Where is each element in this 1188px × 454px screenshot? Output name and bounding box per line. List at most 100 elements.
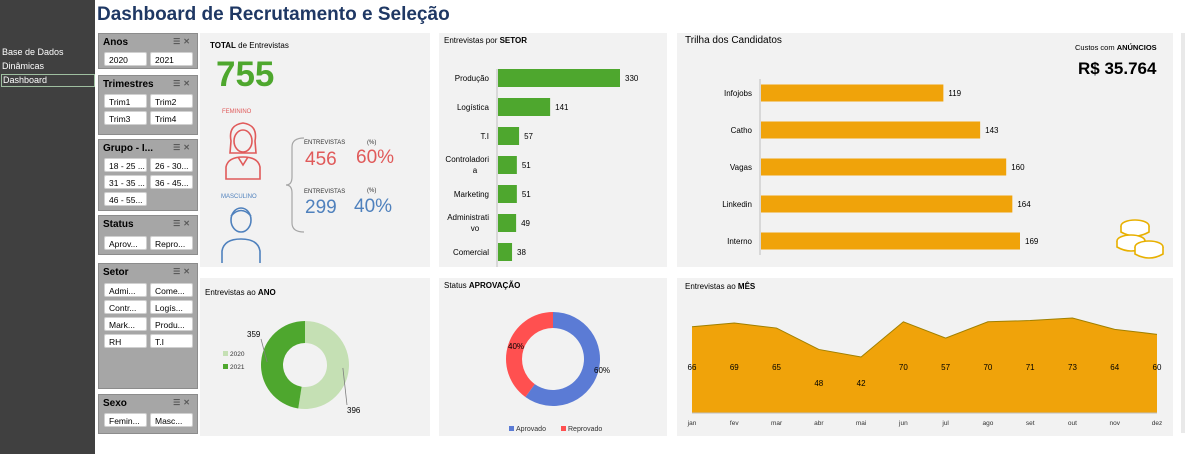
status-value-label: 40% <box>508 342 524 351</box>
slicer-item[interactable]: Repro... <box>150 236 193 250</box>
slicer-item[interactable]: 26 - 30... <box>150 158 193 172</box>
sector-category-label: Controladori <box>445 155 489 164</box>
slicer-item[interactable]: Produ... <box>150 317 193 331</box>
slicer-item[interactable]: RH <box>104 334 147 348</box>
slicer-item[interactable]: Femin... <box>104 413 147 427</box>
month-line <box>691 317 1158 358</box>
male-col-interviews: ENTREVISTAS <box>304 189 346 195</box>
candidate-value-label: 119 <box>948 89 961 98</box>
sector-category-label: Marketing <box>454 190 489 199</box>
candidate-bar <box>761 195 1013 213</box>
slicer-item[interactable]: Trim1 <box>104 94 147 108</box>
slicer-item[interactable]: 18 - 25 ... <box>104 158 147 172</box>
multiselect-clear-icons[interactable]: ☰✕ <box>173 79 193 88</box>
year-donut-slice <box>298 321 349 409</box>
female-col-pct: (%) <box>367 140 377 146</box>
candidate-category-label: Infojobs <box>724 89 752 98</box>
sector-value-label: 49 <box>521 219 530 228</box>
sector-category-label: Administrati <box>447 213 489 222</box>
year-card-title: Entrevistas ao ANO <box>205 288 276 297</box>
multiselect-clear-icons[interactable]: ☰✕ <box>173 37 193 46</box>
candidate-value-label: 169 <box>1025 237 1039 246</box>
nav-dinamicas[interactable]: Dinâmicas <box>2 61 45 71</box>
status-donut-slice <box>506 312 553 398</box>
status-card-title: Status APROVAÇÃO <box>444 281 521 290</box>
sector-value-label: 57 <box>524 132 533 141</box>
slicer-sexo-title: Sexo <box>103 398 127 409</box>
sector-category-label: a <box>473 166 478 175</box>
slicer-item[interactable]: Admi... <box>104 283 147 297</box>
legend-swatch <box>223 364 228 369</box>
month-value-label: 73 <box>1068 363 1077 372</box>
slicer-item[interactable]: 46 - 55... <box>104 192 147 206</box>
month-value-label: 48 <box>814 379 823 388</box>
male-pct: 40% <box>354 196 393 217</box>
sector-value-label: 38 <box>517 248 526 257</box>
slicer-item[interactable]: 2020 <box>104 52 147 66</box>
slicer-item[interactable]: Come... <box>150 283 193 297</box>
month-area-chart: 66 jan 69 fev 65 mar 48 abr 42 mai 70 jun 57 jul 70 ago… <box>687 317 1162 427</box>
male-icon <box>221 207 261 263</box>
sector-bar <box>498 243 513 261</box>
status-card: Status APROVAÇÃO 60% 40% Aprovado Reprovado <box>439 278 667 436</box>
slicer-item[interactable]: Mark... <box>104 317 147 331</box>
slicer-item[interactable]: Contr... <box>104 300 147 314</box>
year-value-label: 359 <box>247 330 261 339</box>
total-value: 755 <box>216 55 275 94</box>
slicer-item[interactable]: Trim3 <box>104 111 147 125</box>
sector-card-title: Entrevistas por SETOR <box>444 36 527 45</box>
month-value-label: 71 <box>1026 363 1035 372</box>
female-icon <box>225 122 261 180</box>
sector-category-label: Comercial <box>453 248 489 257</box>
sheet-navigation: Base de Dados Dinâmicas Dashboard <box>0 0 95 454</box>
slicer-item[interactable]: Trim2 <box>150 94 193 108</box>
slicer-item[interactable]: T.I <box>150 334 193 348</box>
slicer-item[interactable]: Aprov... <box>104 236 147 250</box>
year-donut-chart: 396 359 2020 2021 <box>223 321 361 415</box>
legend-swatch <box>561 426 566 431</box>
month-value-label: 69 <box>730 363 739 372</box>
coins-icon <box>1116 219 1164 259</box>
sector-value-label: 51 <box>522 161 531 170</box>
candidates-card-title: Trilha dos Candidatos <box>685 35 782 46</box>
month-tick-label: jun <box>898 420 908 427</box>
slicer-item[interactable]: 2021 <box>150 52 193 66</box>
multiselect-clear-icons[interactable]: ☰✕ <box>173 143 193 152</box>
sector-bar <box>498 156 517 174</box>
slicer-item[interactable]: Logís... <box>150 300 193 314</box>
slicer-item[interactable]: Masc... <box>150 413 193 427</box>
sector-bar <box>498 214 517 232</box>
male-label: MASCULINO <box>221 194 257 200</box>
multiselect-clear-icons[interactable]: ☰✕ <box>173 267 193 276</box>
candidate-bar <box>761 84 944 102</box>
legend-swatch <box>509 426 514 431</box>
costs-label: Custos com ANÚNCIOS <box>1075 43 1157 52</box>
slicer-item[interactable]: 36 - 45... <box>150 175 193 189</box>
multiselect-clear-icons[interactable]: ☰✕ <box>173 398 193 407</box>
candidate-category-label: Catho <box>731 126 753 135</box>
nav-dashboard[interactable]: Dashboard <box>1 74 95 87</box>
nav-base-de-dados[interactable]: Base de Dados <box>2 47 64 57</box>
month-tick-label: mai <box>856 420 866 427</box>
sector-bar <box>498 98 551 116</box>
sector-value-label: 51 <box>522 190 531 199</box>
slicer-setor: Setor ☰✕ Admi... Come... Contr... Logís..… <box>98 263 198 389</box>
multiselect-clear-icons[interactable]: ☰✕ <box>173 219 193 228</box>
sector-card: Entrevistas por SETOR 330 Produção 141 Logí… <box>439 33 667 267</box>
slicer-trimestres: Trimestres ☰✕ Trim1 Trim2 Trim3 Trim4 <box>98 75 198 135</box>
brace-icon <box>286 137 305 233</box>
month-tick-label: jan <box>687 420 697 427</box>
candidate-bar <box>761 232 1020 250</box>
month-value-label: 64 <box>1110 363 1119 372</box>
sector-value-label: 141 <box>555 103 569 112</box>
slicer-item[interactable]: 31 - 35 ... <box>104 175 147 189</box>
sector-bar <box>498 69 620 87</box>
candidate-category-label: Linkedin <box>722 200 752 209</box>
slicer-item[interactable]: Trim4 <box>150 111 193 125</box>
candidate-bar <box>761 121 981 139</box>
legend-label: Aprovado <box>516 426 546 433</box>
slicer-setor-title: Setor <box>103 267 129 278</box>
month-card: Entrevistas ao MÊS 66 jan 69 fev 65 mar 48 abr 4… <box>677 278 1173 436</box>
female-label: FEMININO <box>222 109 252 115</box>
month-tick-label: fev <box>730 420 739 427</box>
